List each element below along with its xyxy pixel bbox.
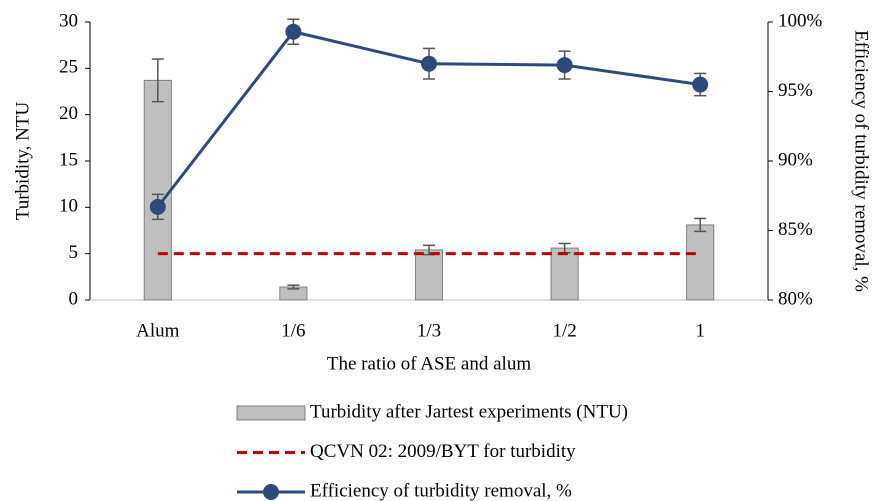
legend-swatch [236,405,306,421]
legend-label: Turbidity after Jartest experiments (NTU… [310,401,628,422]
marker [556,57,573,74]
y2-axis-title: Efficiency of turbidity removal, % [851,30,872,292]
error-bar [287,284,300,290]
bar [143,79,172,301]
y2-tick-label: 90% [778,149,813,170]
y-tick-label: 30 [59,10,78,31]
error-bar [151,58,164,103]
y-tick-label: 5 [69,242,79,263]
x-tick-label: 1/6 [281,320,305,341]
legend-marker [263,484,279,500]
x-axis-title: The ratio of ASE and alum [327,353,531,374]
y2-tick-label: 100% [778,10,823,31]
marker [149,198,166,215]
y2-tick-label: 80% [778,288,813,309]
x-tick-label: 1/2 [552,320,576,341]
x-tick-label: Alum [136,320,180,341]
y2-tick-label: 85% [778,219,813,240]
bar [686,224,715,301]
bar [550,247,579,301]
legend-label: QCVN 02: 2009/BYT for turbidity [310,441,576,462]
y-tick-label: 20 [59,103,78,124]
error-bar [694,217,707,233]
y-tick-label: 25 [59,57,78,78]
marker [692,76,709,93]
x-tick-label: 1/3 [417,320,441,341]
y-tick-label: 10 [59,196,78,217]
y-tick-label: 0 [69,288,79,309]
bar [414,249,444,301]
y-axis-title: Turbidity, NTU [12,102,33,221]
legend-label: Efficiency of turbidity removal, % [310,480,572,501]
marker [421,55,437,72]
x-tick-label: 1 [695,320,705,341]
marker [285,23,302,40]
y2-tick-label: 95% [778,80,813,101]
y-tick-label: 15 [59,149,78,170]
